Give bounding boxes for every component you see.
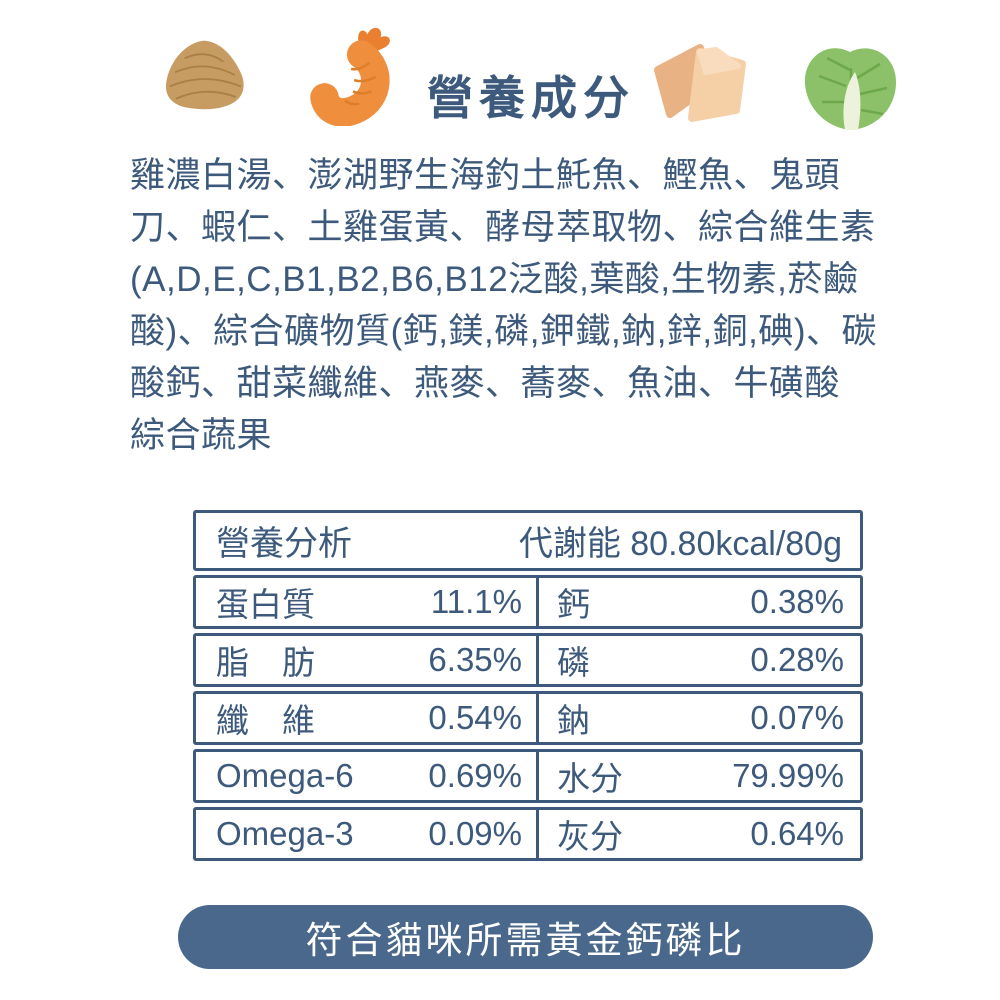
table-row: 蛋白質 11.1% 鈣 0.38% <box>193 575 863 629</box>
nutrient-label: 纖 維 <box>216 702 315 739</box>
nutrient-value: 11.1% <box>430 583 522 620</box>
metabolic-energy: 代謝能 80.80kcal/80g <box>518 525 842 563</box>
nutrient-value: 0.07% <box>750 699 844 736</box>
table-row: 脂 肪 6.35% 磷 0.28% <box>193 633 863 687</box>
nutrient-value: 6.35% <box>428 641 522 678</box>
badge-text: 符合貓咪所需黃金鈣磷比 <box>305 920 746 961</box>
page-title: 營養成分 <box>427 72 635 124</box>
ingredients-line: (A,D,E,C,B1,B2,B6,B12泛酸,葉酸,生物素,菸鹼 <box>130 260 859 299</box>
table-row: Omega-3 0.09% 灰分 0.64% <box>193 807 863 861</box>
table-row: 纖 維 0.54% 鈉 0.07% <box>193 691 863 745</box>
clam-icon <box>160 33 248 117</box>
nutrient-value: 0.38% <box>750 583 844 620</box>
nutrient-label: 水分 <box>557 760 623 797</box>
ingredients-line: 酸鈣、甜菜纖維、燕麥、蕎麥、魚油、牛磺酸 <box>130 364 841 403</box>
ingredients-line: 刀、蝦仁、土雞蛋黃、酵母萃取物、綜合維生素 <box>130 208 876 247</box>
table-cell: 纖 維 0.54% <box>196 694 539 742</box>
cabbage-icon <box>793 40 907 140</box>
nutrient-value: 0.64% <box>750 815 844 852</box>
nutrient-label: Omega-6 <box>216 757 354 794</box>
table-row: Omega-6 0.69% 水分 79.99% <box>193 749 863 803</box>
shrimp-icon <box>298 24 400 126</box>
nutrient-label: 灰分 <box>557 818 623 855</box>
table-cell: 磷 0.28% <box>539 636 860 684</box>
nutrient-label: 鈣 <box>557 586 590 623</box>
table-cell: 灰分 0.64% <box>539 810 860 858</box>
nutrient-value: 0.69% <box>428 757 522 794</box>
calcium-phosphorus-badge: 符合貓咪所需黃金鈣磷比 <box>178 905 873 969</box>
table-header-row: 營養分析 代謝能 80.80kcal/80g <box>193 510 863 571</box>
table-title: 營養分析 <box>216 525 352 563</box>
table-cell: Omega-3 0.09% <box>196 810 539 858</box>
ingredients-line: 綜合蔬果 <box>130 416 273 455</box>
nutrient-label: 磷 <box>557 644 590 681</box>
nutrient-value: 0.54% <box>428 699 522 736</box>
ingredients-line: 酸)、綜合礦物質(鈣,鎂,磷,鉀鐵,鈉,鋅,銅,碘)、碳 <box>130 312 878 351</box>
table-cell: 鈣 0.38% <box>539 578 860 626</box>
nutrient-label: 脂 肪 <box>216 644 315 681</box>
nutrition-analysis-table: 營養分析 代謝能 80.80kcal/80g 蛋白質 11.1% 鈣 0.38%… <box>193 510 863 861</box>
chicken-cube-icon <box>643 30 759 130</box>
ingredients-text: 雞濃白湯、澎湖野生海釣土魠魚、鰹魚、鬼頭 刀、蝦仁、土雞蛋黃、酵母萃取物、綜合維… <box>130 150 890 462</box>
table-cell: Omega-6 0.69% <box>196 752 539 800</box>
table-cell: 蛋白質 11.1% <box>196 578 539 626</box>
nutrient-value: 79.99% <box>732 757 844 794</box>
nutrient-label: Omega-3 <box>216 815 354 852</box>
table-cell: 脂 肪 6.35% <box>196 636 539 684</box>
nutrient-label: 鈉 <box>557 702 590 739</box>
nutrient-value: 0.28% <box>750 641 844 678</box>
table-cell: 鈉 0.07% <box>539 694 860 742</box>
table-cell: 水分 79.99% <box>539 752 860 800</box>
nutrient-label: 蛋白質 <box>216 586 315 623</box>
ingredients-line: 雞濃白湯、澎湖野生海釣土魠魚、鰹魚、鬼頭 <box>130 156 841 195</box>
nutrient-value: 0.09% <box>428 815 522 852</box>
